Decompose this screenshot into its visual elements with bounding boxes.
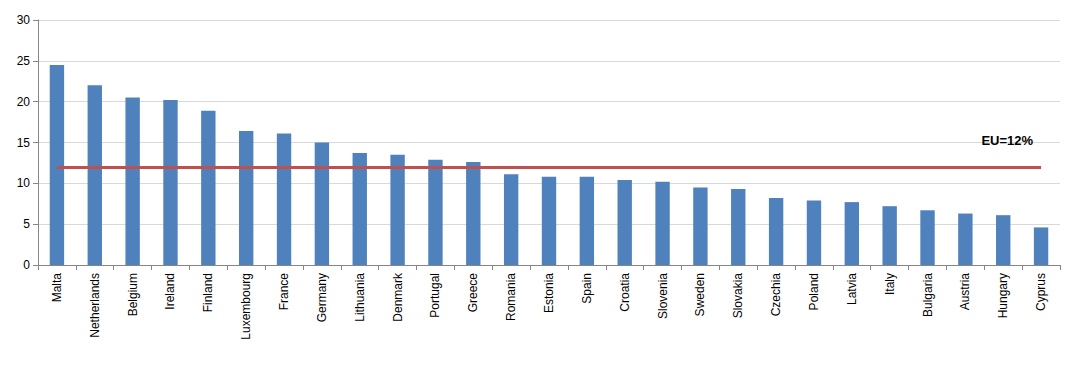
svg-text:25: 25 <box>17 54 31 68</box>
svg-text:Bulgaria: Bulgaria <box>921 273 935 317</box>
svg-text:Italy: Italy <box>883 273 897 295</box>
svg-text:20: 20 <box>17 95 31 109</box>
svg-text:10: 10 <box>17 176 31 190</box>
svg-text:France: France <box>277 273 291 311</box>
svg-text:0: 0 <box>23 258 30 272</box>
svg-text:Denmark: Denmark <box>391 272 405 322</box>
svg-text:Netherlands: Netherlands <box>88 273 102 338</box>
svg-text:Estonia: Estonia <box>542 273 556 313</box>
svg-text:Spain: Spain <box>580 273 594 304</box>
svg-text:Hungary: Hungary <box>996 273 1010 318</box>
svg-text:Slovenia: Slovenia <box>656 273 670 319</box>
svg-text:Croatia: Croatia <box>618 273 632 312</box>
svg-text:Sweden: Sweden <box>693 273 707 316</box>
svg-text:Finland: Finland <box>201 273 215 312</box>
svg-text:Luxembourg: Luxembourg <box>239 273 253 340</box>
svg-text:Malta: Malta <box>50 273 64 303</box>
svg-text:5: 5 <box>23 217 30 231</box>
svg-text:Greece: Greece <box>466 273 480 313</box>
svg-text:15: 15 <box>17 136 31 150</box>
svg-text:Slovakia: Slovakia <box>731 273 745 319</box>
svg-text:Austria: Austria <box>958 273 972 311</box>
svg-text:30: 30 <box>17 13 31 27</box>
svg-text:EU=12%: EU=12% <box>981 133 1033 148</box>
svg-text:Portugal: Portugal <box>428 273 442 318</box>
svg-text:Ireland: Ireland <box>163 273 177 310</box>
svg-text:Poland: Poland <box>807 273 821 310</box>
svg-text:Belgium: Belgium <box>126 273 140 316</box>
svg-text:Cyprus: Cyprus <box>1034 273 1048 311</box>
svg-text:Romania: Romania <box>504 273 518 321</box>
svg-text:Latvia: Latvia <box>845 273 859 305</box>
svg-text:Lithuania: Lithuania <box>353 273 367 322</box>
svg-text:Czechia: Czechia <box>769 273 783 317</box>
svg-text:Germany: Germany <box>315 273 329 322</box>
